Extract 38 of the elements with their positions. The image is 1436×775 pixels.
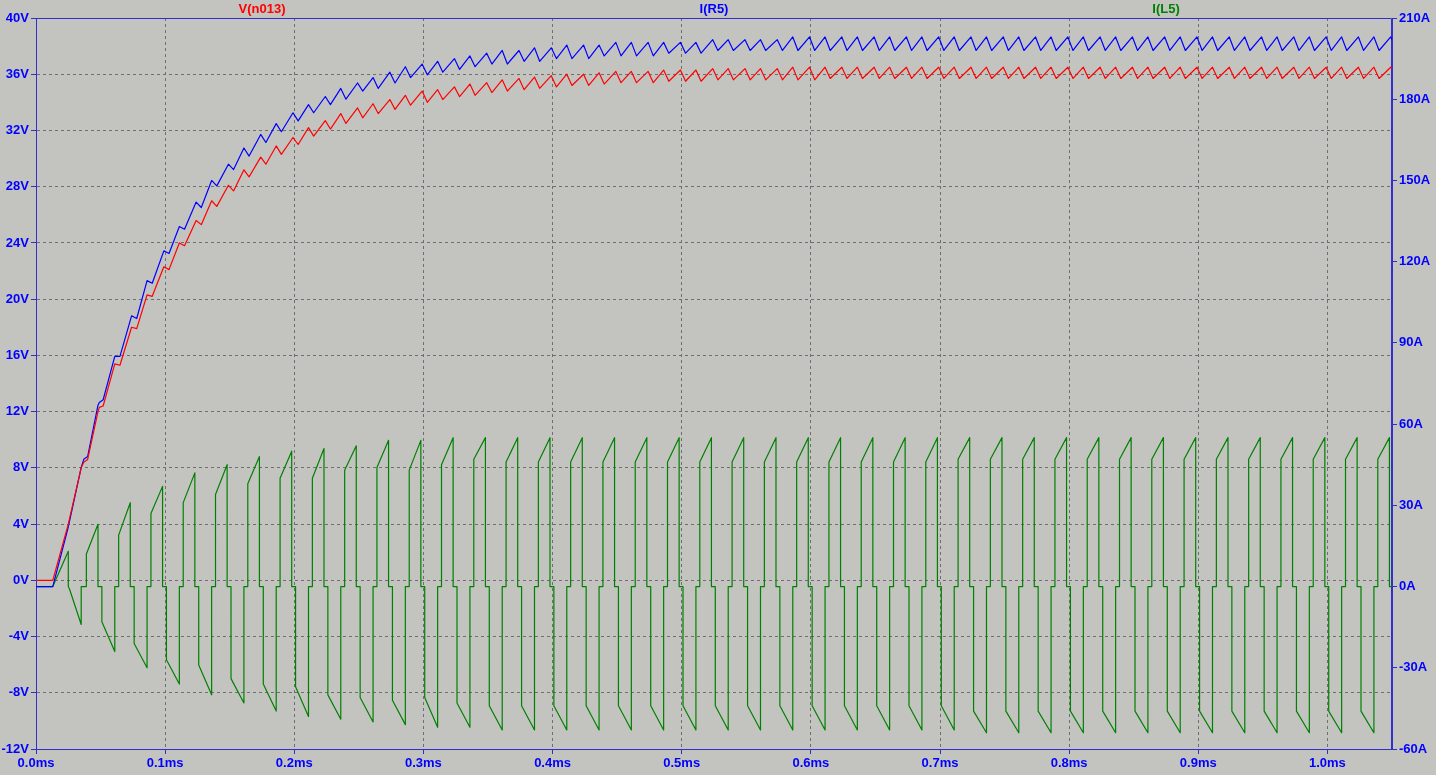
- x-tick-label: 0.1ms: [146, 755, 184, 771]
- y-tick-label: 0V: [13, 571, 30, 587]
- y-tick-label: -4V: [8, 628, 30, 644]
- x-tick-label: 0.6ms: [792, 755, 830, 771]
- y2-tick-label: 120A: [1399, 253, 1431, 269]
- y-tick-label: 16V: [5, 346, 30, 362]
- x-tick-label: 0.0ms: [17, 755, 55, 771]
- y2-tick-label: 90A: [1399, 334, 1424, 350]
- x-tick-label: 0.3ms: [404, 755, 442, 771]
- y2-tick-label: 60A: [1399, 415, 1424, 431]
- y-tick-label: 20V: [5, 290, 30, 306]
- y-tick-label: 32V: [5, 122, 30, 138]
- x-tick-label: 0.4ms: [534, 755, 572, 771]
- x-tick-label: 0.2ms: [275, 755, 313, 771]
- y2-tick-label: 210A: [1399, 9, 1431, 25]
- y-tick-label: 12V: [5, 403, 30, 419]
- y-tick-label: -8V: [8, 684, 30, 700]
- text: V(n013): [238, 0, 286, 16]
- y2-tick-label: 150A: [1399, 172, 1431, 188]
- y2-tick-label: 180A: [1399, 90, 1431, 106]
- x-tick-label: 0.5ms: [663, 755, 701, 771]
- x-tick-label: 0.9ms: [1179, 755, 1217, 771]
- x-tick-label: 0.7ms: [921, 755, 959, 771]
- y-tick-label: 24V: [5, 234, 30, 250]
- y-tick-label: 36V: [5, 65, 30, 81]
- y2-tick-label: -60A: [1399, 740, 1428, 756]
- x-tick-label: 1.0ms: [1308, 755, 1346, 771]
- text: I(L5): [1152, 0, 1180, 16]
- y-tick-label: 4V: [13, 515, 30, 531]
- series-label: I(R5): [699, 0, 729, 16]
- y-tick-label: 8V: [13, 459, 30, 475]
- y2-tick-label: -30A: [1399, 659, 1428, 675]
- y-tick-label: 28V: [5, 178, 30, 194]
- y-tick-label: 40V: [5, 9, 30, 25]
- y-tick-label: -12V: [1, 740, 30, 756]
- y2-tick-label: 0A: [1399, 578, 1417, 594]
- x-tick-label: 0.8ms: [1050, 755, 1088, 771]
- y2-tick-label: 30A: [1399, 496, 1424, 512]
